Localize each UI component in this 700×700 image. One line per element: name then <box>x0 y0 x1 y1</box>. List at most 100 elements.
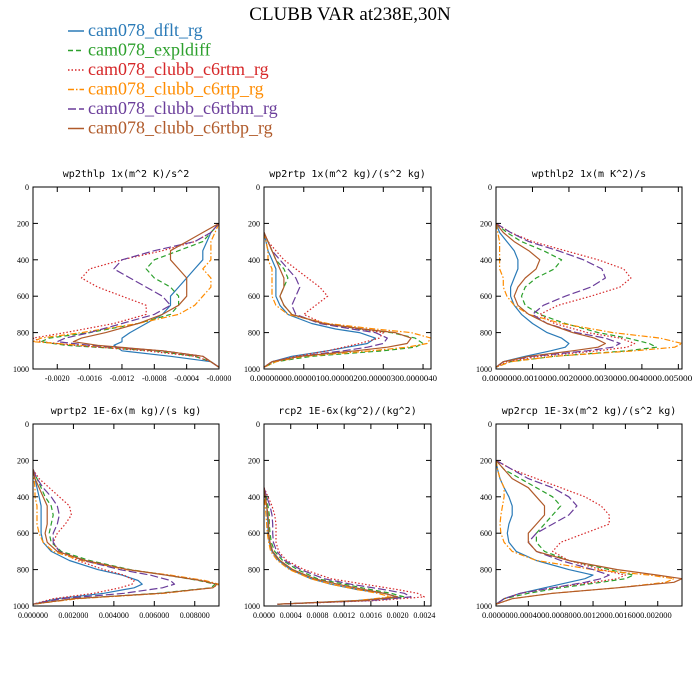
x-tick-label: 0.006000 <box>139 611 169 620</box>
x-tick-label: 0.0008 <box>306 611 328 620</box>
panel-2: wp2rtp 1x(m^2 kg)/(s^2 kg) 0 200 400 600 800 1… <box>244 169 437 383</box>
plot-area <box>33 469 219 605</box>
series-line <box>496 222 658 368</box>
x-tick-label: -0.0012 <box>110 374 135 383</box>
y-tick-label: 800 <box>17 566 29 575</box>
series-line <box>33 469 143 605</box>
x-tick-label: -0.0008 <box>142 374 167 383</box>
legend-item: cam078_clubb_c6rtbp_rg <box>68 118 273 138</box>
series-line <box>72 222 219 368</box>
panel-3: wpthlp2 1x(m K^2)/s 0 200 400 600 800 10000.00… <box>476 169 692 383</box>
series-line <box>264 232 376 368</box>
panel-title: wp2thlp 1x(m^2 K)/s^2 <box>63 169 189 180</box>
plot-frame <box>495 186 683 370</box>
y-tick-label: 0 <box>488 183 492 192</box>
y-tick-label: 1000 <box>244 602 260 611</box>
y-tick-label: 600 <box>480 529 492 538</box>
y-tick-label: 600 <box>17 292 29 301</box>
y-tick-label: 0 <box>256 183 260 192</box>
plot-frame <box>263 423 432 607</box>
panel-title: wprtp2 1E-6x(m kg)/(s kg) <box>51 406 202 417</box>
series-line <box>33 223 219 368</box>
legend: cam078_dflt_rgcam078_expldiffcam078_club… <box>68 20 278 138</box>
series-line <box>496 460 682 605</box>
y-tick-label: 200 <box>248 219 260 228</box>
series-line <box>33 469 216 605</box>
series-line <box>496 222 636 368</box>
y-tick-label: 1000 <box>244 365 260 374</box>
series-line <box>496 459 610 605</box>
y-tick-label: 1000 <box>476 365 492 374</box>
y-tick-label: 400 <box>248 493 260 502</box>
legend-label: cam078_clubb_c6rtbp_rg <box>88 118 273 138</box>
series-line <box>496 460 594 605</box>
panel-4: wprtp2 1E-6x(m kg)/(s kg) 0 200 400 600 800 10… <box>13 406 220 620</box>
series-line <box>264 232 424 368</box>
plot-frame <box>32 423 220 607</box>
y-tick-label: 1000 <box>476 602 492 611</box>
series-line <box>264 487 412 605</box>
y-tick-label: 800 <box>248 566 260 575</box>
figure-title: CLUBB VAR at238E,30N <box>249 4 451 25</box>
plot-area <box>496 459 682 605</box>
y-tick-label: 1000 <box>13 365 29 374</box>
series-line <box>113 223 219 368</box>
legend-label: cam078_clubb_c6rtm_rg <box>88 59 269 79</box>
x-tick-label: 0.0004 <box>280 611 302 620</box>
series-line <box>264 232 388 368</box>
series-line <box>264 232 431 368</box>
y-tick-label: 400 <box>480 256 492 265</box>
y-tick-label: 800 <box>17 329 29 338</box>
y-tick-label: 400 <box>480 493 492 502</box>
series-line <box>33 469 218 605</box>
series-line <box>33 469 176 605</box>
series-line <box>496 223 607 368</box>
legend-item: cam078_dflt_rg <box>68 20 203 40</box>
y-tick-label: 0 <box>488 420 492 429</box>
y-tick-label: 600 <box>480 292 492 301</box>
plot-frame <box>495 423 683 607</box>
x-tick-label: 0.008000 <box>180 611 210 620</box>
x-tick-labels: 0.0000000.0004000.0008000.0012000.001600… <box>482 611 672 620</box>
panels: wp2thlp 1x(m^2 K)/s^2 0 200 400 600 800 1000 -0… <box>13 169 692 620</box>
x-tick-label: 0.0012 <box>333 611 355 620</box>
series-line <box>33 469 219 605</box>
x-tick-label: 0.0000 <box>253 611 275 620</box>
panel-1: wp2thlp 1x(m^2 K)/s^2 0 200 400 600 800 1000 -0… <box>13 169 231 383</box>
series-line <box>496 459 627 605</box>
legend-item: cam078_clubb_c6rtbm_rg <box>68 98 278 118</box>
x-tick-label: 0.0016 <box>360 611 382 620</box>
series-line <box>496 223 570 368</box>
panel-5: rcp2 1E-6x(kg^2)/(kg^2) 0 200 400 600 800 1000… <box>244 406 435 620</box>
series-line <box>264 487 405 605</box>
series-line <box>264 487 392 605</box>
x-tick-label: 0.000000 <box>18 611 48 620</box>
y-tick-label: 1000 <box>13 602 29 611</box>
x-tick-label: 0.0024 <box>413 611 435 620</box>
legend-label: cam078_clubb_c6rtbm_rg <box>88 98 278 118</box>
legend-item: cam078_clubb_c6rtp_rg <box>68 79 264 99</box>
y-tick-label: 0 <box>25 420 29 429</box>
legend-label: cam078_clubb_c6rtp_rg <box>88 79 264 99</box>
x-tick-labels: 0.00000000.00000100.00000200.00000300.00… <box>250 374 437 383</box>
x-tick-label: -0.0004 <box>174 374 199 383</box>
series-line <box>40 223 219 368</box>
x-tick-labels: 0.0000000.0010000.0020000.0030000.004000… <box>482 374 692 383</box>
x-tick-label: 0.004000 <box>99 611 129 620</box>
plot-area <box>264 232 431 368</box>
series-line <box>496 222 621 368</box>
plot-area <box>33 222 219 368</box>
plot-area <box>496 222 682 368</box>
y-tick-label: 600 <box>248 529 260 538</box>
y-tick-label: 200 <box>17 456 29 465</box>
y-tick-label: 200 <box>480 219 492 228</box>
plot-area <box>264 487 425 605</box>
series-line <box>496 460 635 605</box>
series-line <box>33 223 219 368</box>
y-tick-label: 600 <box>17 529 29 538</box>
series-line <box>33 469 135 605</box>
legend-item: cam078_clubb_c6rtm_rg <box>68 59 269 79</box>
series-line <box>264 487 399 605</box>
y-tick-label: 400 <box>17 493 29 502</box>
